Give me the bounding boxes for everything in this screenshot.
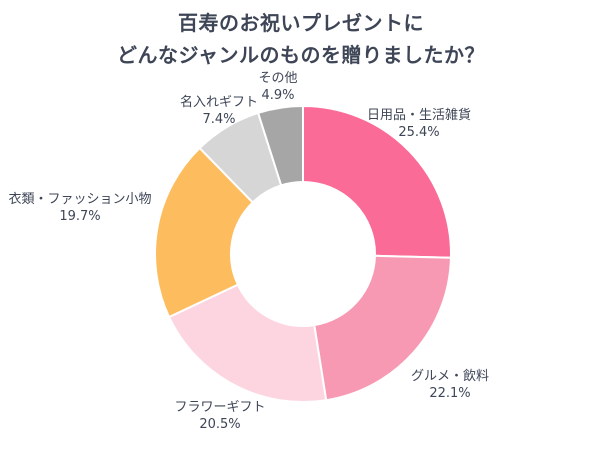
slice-flower-gift [167,283,328,403]
slice-value-engraved-gift: 7.4% [202,112,235,127]
slice-label-flower-gift: フラワーギフト [174,400,265,415]
slice-gourmet-drinks [313,254,452,402]
slice-label-gourmet-drinks: グルメ・飲料 [411,368,489,384]
slice-value-gourmet-drinks: 22.1% [429,386,470,401]
slice-label-clothing-fashion: 衣類・ファッション小物 [8,191,151,207]
slice-label-other: その他 [258,71,297,86]
slice-labels: 日用品・生活雑貨 25.4% グルメ・飲料 22.1% フラワーギフト 20.5% 衣類・フ… [8,71,489,432]
slice-other [256,104,304,187]
slice-value-other: 4.9% [261,88,294,103]
chart-title-line-1: 百寿のお祝いプレゼントに [178,11,424,35]
donut-slices [154,104,452,403]
slice-label-engraved-gift: 名入れギフト [180,94,258,110]
chart-title-line-2: どんなジャンルのものを贈りましたか？ [117,43,485,67]
slice-value-flower-gift: 20.5% [199,417,240,432]
slice-household-goods [302,104,452,259]
slice-value-clothing-fashion: 19.7% [59,209,100,224]
slice-label-household-goods: 日用品・生活雑貨 [367,107,471,123]
slice-value-household-goods: 25.4% [398,125,439,140]
slice-clothing-fashion [154,146,255,319]
